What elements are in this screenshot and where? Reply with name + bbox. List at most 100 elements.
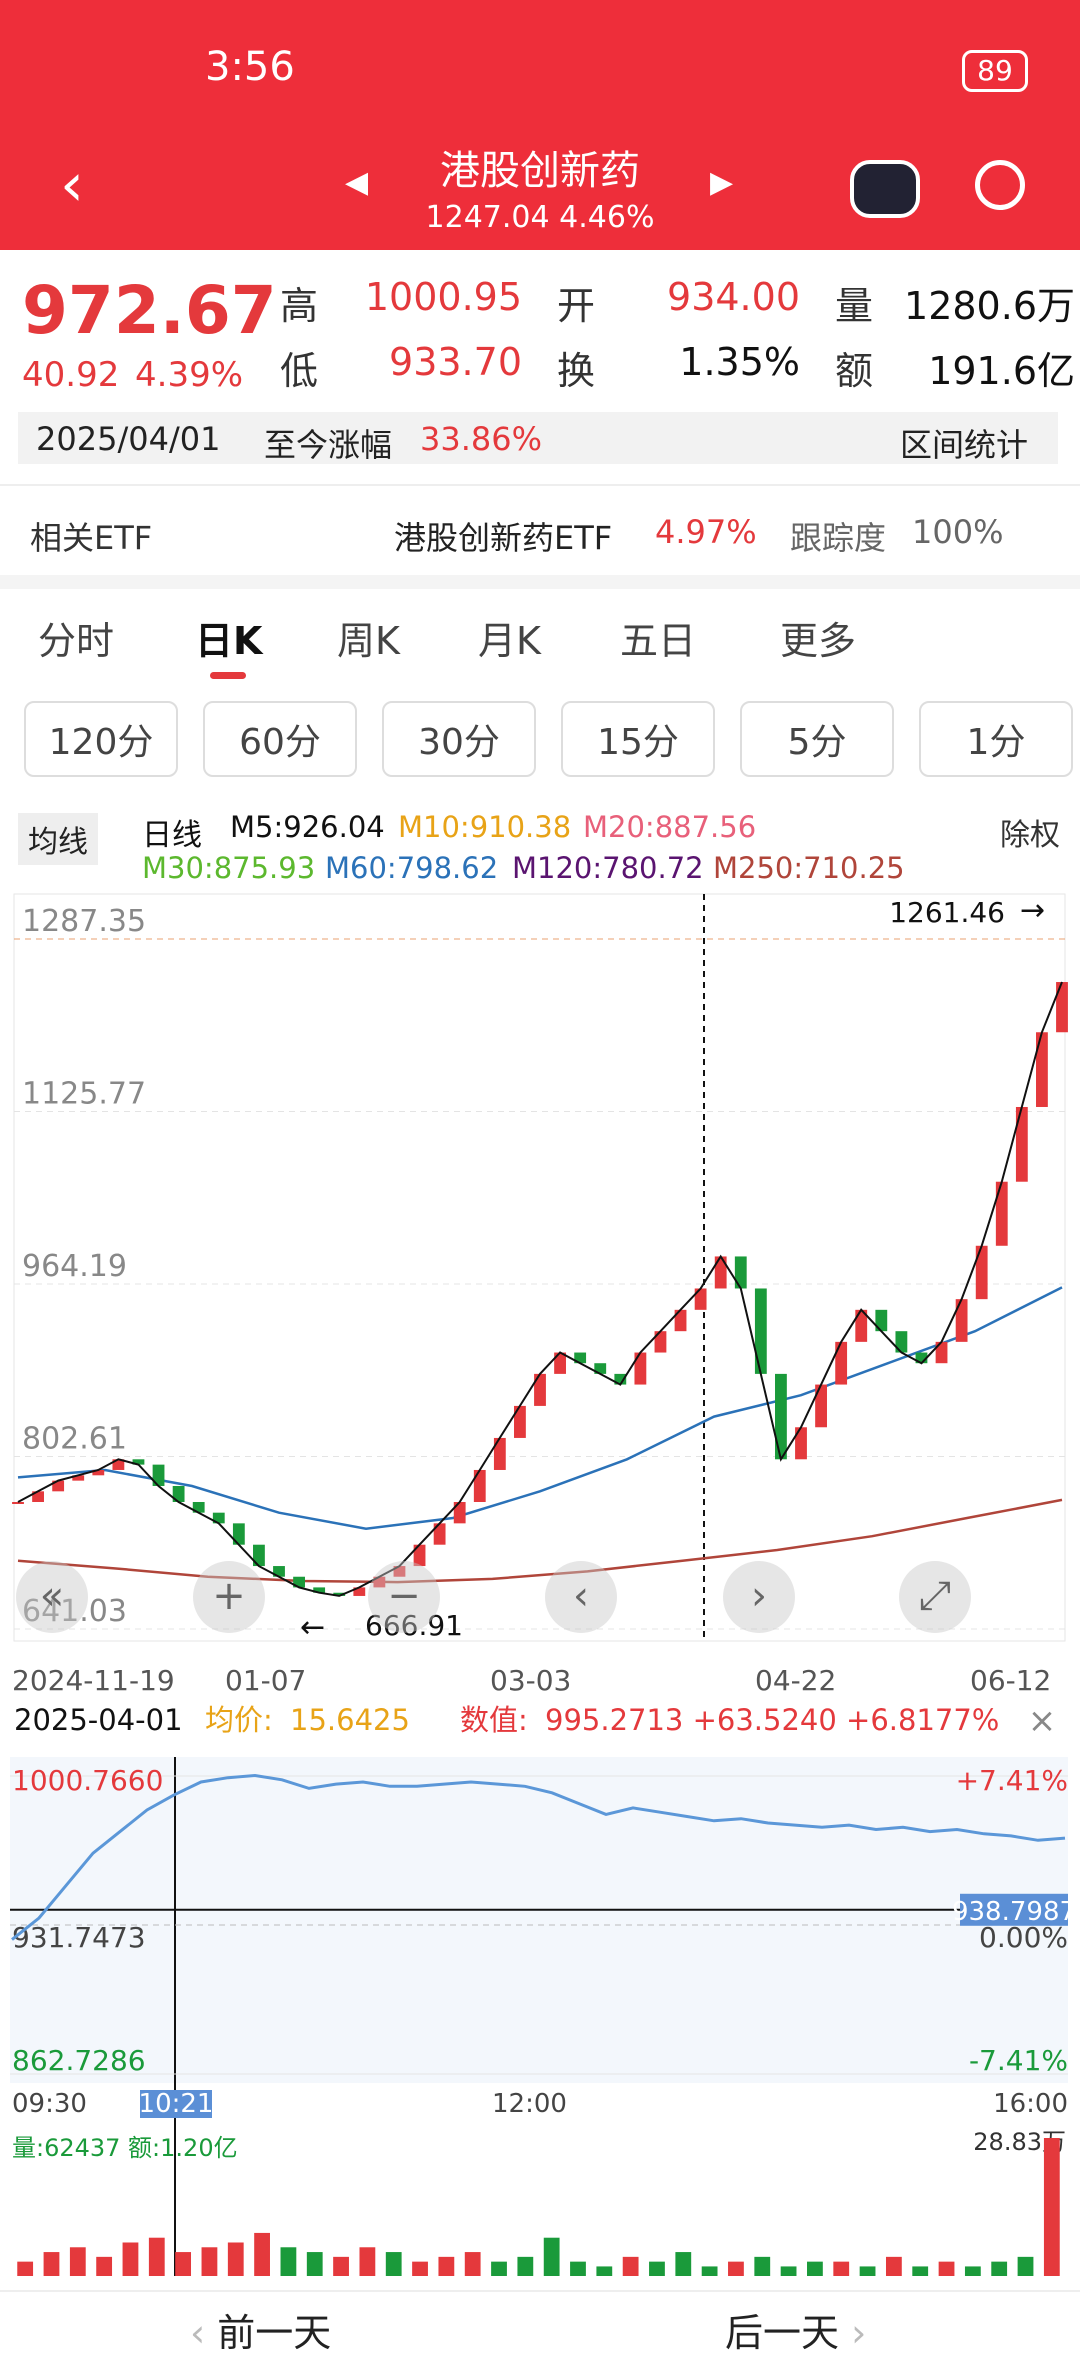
etf-name[interactable]: 港股创新药ETF: [394, 519, 613, 557]
stat-label: 量: [835, 284, 874, 328]
candle: [373, 1576, 386, 1588]
volume-bar: [728, 2261, 744, 2276]
close-icon: ×: [1028, 1701, 1057, 1741]
stat-value: 934.00: [667, 275, 800, 319]
candle: [453, 1501, 466, 1524]
volume-bar: [964, 2266, 981, 2276]
volume-bar: [491, 2261, 507, 2276]
date-label: 2024-11-19: [12, 1664, 175, 1697]
chart-control[interactable]: [545, 1561, 617, 1633]
candle: [152, 1464, 165, 1486]
candle: [333, 1592, 346, 1596]
stat-label: 开: [557, 284, 596, 328]
pct-label: +7.41%: [956, 1764, 1068, 1797]
period-button[interactable]: 30分: [382, 701, 536, 777]
volume-bar: [43, 2252, 60, 2276]
stat-label: 高: [280, 284, 319, 328]
back[interactable]: ‹: [60, 150, 84, 220]
etf-pct: 4.97%: [655, 513, 757, 551]
range-bar[interactable]: 2025/04/01 至今涨幅 33.86% 区间统计: [18, 412, 1058, 464]
stat-label: 额: [835, 349, 874, 393]
period-button[interactable]: 120分: [24, 701, 178, 777]
track-label: 跟踪度: [790, 519, 887, 557]
chart-control-icon: +: [212, 1573, 246, 1619]
y-tick-label: 1287.35: [22, 904, 146, 939]
assistant[interactable]: [850, 160, 920, 218]
chart-control[interactable]: [723, 1561, 795, 1633]
volume-bar: [596, 2266, 613, 2276]
volume-bar: [464, 2252, 481, 2276]
candle: [12, 1501, 24, 1504]
volume-bar: [622, 2256, 639, 2276]
candle: [694, 1288, 707, 1310]
period-button[interactable]: 1分: [919, 701, 1073, 777]
prev-day[interactable]: ‹ 前一天: [190, 2311, 332, 2355]
candle: [32, 1491, 44, 1502]
tab[interactable]: 月K: [478, 619, 541, 663]
candle: [875, 1309, 888, 1332]
tab[interactable]: 日K: [195, 619, 263, 663]
y-tick-label: 964.19: [22, 1249, 127, 1284]
tab[interactable]: 周K: [337, 619, 400, 663]
volume-bar: [254, 2232, 270, 2276]
high-label: 1261.46: [889, 896, 1005, 929]
high-arrow: →: [1020, 893, 1045, 928]
chart-control[interactable]: [368, 1561, 440, 1633]
next-day[interactable]: 后一天 ›: [725, 2311, 867, 2355]
candle: [1056, 982, 1068, 1033]
candle: [473, 1469, 486, 1502]
time-badge: [140, 2090, 212, 2118]
prev-stock[interactable]: ◀: [345, 165, 369, 200]
divider: [0, 2290, 1080, 2292]
search[interactable]: [975, 160, 1025, 210]
next-stock[interactable]: ▶: [710, 165, 734, 200]
volume-bar: [175, 2252, 192, 2276]
period-button[interactable]: 5分: [740, 701, 894, 777]
tab[interactable]: 分时: [38, 619, 115, 663]
volume-bar: [69, 2247, 86, 2276]
candle: [935, 1341, 948, 1364]
candle: [915, 1352, 928, 1364]
ma60-line: [17, 1286, 1063, 1530]
status-time: 3:56: [205, 44, 295, 90]
volume-bar: [938, 2261, 955, 2276]
chart-control[interactable]: [899, 1561, 971, 1633]
battery: 89: [962, 50, 1028, 92]
chart-control[interactable]: [193, 1561, 265, 1633]
volume-bar: [754, 2256, 771, 2276]
right-label[interactable]: 除权: [1000, 818, 1060, 853]
candle: [995, 1181, 1008, 1246]
volume-bar: [991, 2261, 1008, 2276]
candle: [313, 1587, 326, 1593]
volume-bar: [780, 2266, 797, 2276]
ma-toggle[interactable]: 均线: [18, 813, 98, 865]
y-tick-label: 641.03: [22, 1594, 127, 1629]
period-button[interactable]: 60分: [203, 701, 357, 777]
value-text: 995.2713 +63.5240 +6.8177%: [545, 1703, 999, 1737]
y-tick-label: 931.7473: [12, 1921, 146, 1954]
date-label: 03-03: [490, 1664, 571, 1697]
tab[interactable]: 五日: [620, 619, 697, 663]
candle: [775, 1373, 787, 1460]
period-button[interactable]: 15分: [561, 701, 715, 777]
chart-control[interactable]: [16, 1561, 88, 1633]
chart-control-icon: ⤢: [919, 1573, 951, 1619]
candle: [92, 1469, 105, 1476]
stat-value: 191.6亿: [928, 349, 1075, 393]
kind: 日线: [142, 818, 202, 853]
tab-indicator: [210, 672, 246, 679]
candle: [293, 1576, 305, 1588]
candle: [112, 1459, 125, 1470]
volume-bar: [517, 2256, 534, 2276]
candle: [975, 1245, 988, 1300]
volume-bar: [359, 2247, 376, 2276]
volume-text: 量:62437 额:1.20亿: [12, 2134, 238, 2162]
volume-bar: [122, 2242, 139, 2276]
tab[interactable]: 更多: [780, 619, 857, 663]
date-label: 06-12: [970, 1664, 1051, 1697]
ma-legend: M5:926.04: [230, 810, 385, 844]
header: 3:56 89 ‹ ◀ ▶ 港股创新药 1247.04 4.46%: [0, 0, 1080, 250]
time-label: 16:00: [993, 2089, 1068, 2119]
candle: [172, 1485, 185, 1502]
candle: [514, 1405, 526, 1438]
